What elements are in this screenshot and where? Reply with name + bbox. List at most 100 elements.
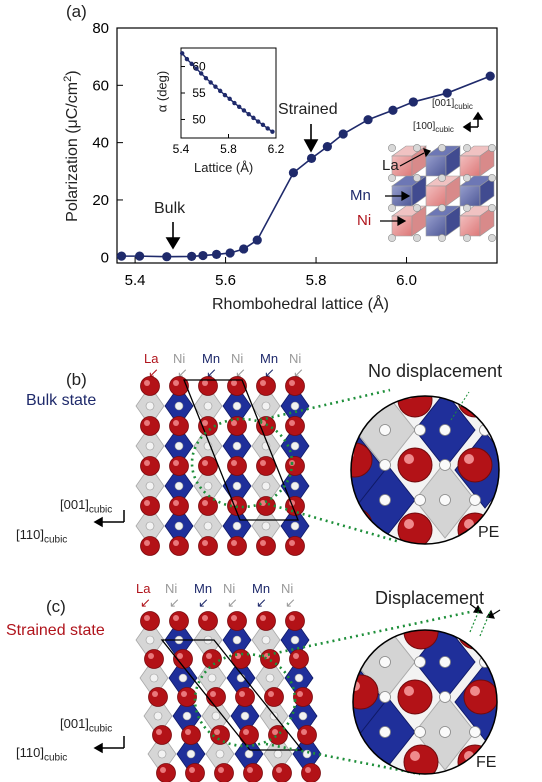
inset-data-point	[194, 66, 199, 71]
b-site-atom	[232, 401, 242, 411]
la-atom	[206, 687, 226, 707]
la-atom-highlight	[148, 653, 154, 659]
la-atom-highlight	[189, 767, 195, 773]
la-atom-highlight	[239, 691, 245, 697]
y-axis-label: Polarization (μC/cm2)	[62, 56, 82, 236]
la-atom-highlight	[260, 380, 266, 386]
la-atom	[256, 456, 276, 476]
la-atom-highlight	[289, 420, 295, 426]
cubic-axis-001-b: [001]cubic	[60, 497, 112, 516]
inset-data-point	[217, 88, 223, 94]
inset-data-point	[222, 92, 228, 98]
cube-atom	[388, 174, 396, 182]
zoom-oxygen-atom	[414, 494, 426, 506]
zoom-la-atom	[457, 447, 493, 483]
la-atom	[289, 649, 309, 669]
la-atom-highlight	[247, 767, 253, 773]
zoom-oxygen-atom	[439, 424, 451, 436]
atom-label: Ni	[165, 581, 178, 596]
cube-octahedron	[425, 215, 447, 237]
atom-pointer-arrow: ↙	[227, 595, 238, 610]
atom-pointer-arrow: ↙	[198, 595, 209, 610]
atom-pointer-arrow: ↙	[235, 365, 246, 380]
atom-label: La	[144, 351, 159, 366]
b-site-atom	[145, 441, 155, 451]
la-atom	[144, 649, 164, 669]
inset-data-point	[270, 129, 275, 134]
la-atom	[169, 611, 189, 631]
atom-label: Ni	[281, 581, 294, 596]
b-site-atom	[265, 673, 275, 683]
b-site-atom	[203, 401, 213, 411]
zoom-la-highlight	[410, 751, 420, 761]
la-atom	[301, 763, 321, 782]
unit-cell-outline-b	[183, 379, 299, 521]
cube-atom	[388, 204, 396, 212]
la-atom	[239, 725, 259, 745]
zoom-la-atom	[457, 744, 493, 774]
atom-pointer-arrow: ↙	[293, 365, 304, 380]
la-atom-highlight	[243, 729, 249, 735]
y-tick-label: 0	[101, 249, 109, 266]
strained-annotation: Strained	[278, 101, 338, 118]
cube-atom	[488, 144, 496, 152]
cube-atom	[463, 204, 471, 212]
data-point	[485, 71, 495, 81]
data-point	[252, 235, 262, 245]
la-atom	[293, 687, 313, 707]
b-site-atom	[145, 521, 155, 531]
inset-y-tick-label: 50	[192, 112, 206, 126]
la-atom-highlight	[202, 460, 208, 466]
la-atom	[256, 376, 276, 396]
la-atom	[156, 763, 176, 782]
cube-atom	[438, 234, 446, 242]
atom-label: Ni	[289, 351, 302, 366]
cubic-axis-110-c-main: [110]	[16, 745, 44, 760]
data-point	[338, 129, 348, 139]
zoom-la-highlight	[464, 396, 474, 399]
la-atom-highlight	[202, 420, 208, 426]
la-atom-highlight	[260, 615, 266, 621]
bulk-state-label: Bulk state	[26, 392, 97, 409]
inset-x-tick-label: 6.2	[268, 142, 285, 156]
atom-label: Mn	[194, 581, 213, 596]
bulk-arrow	[165, 222, 181, 250]
data-point	[198, 250, 208, 261]
b-site-atom	[174, 401, 184, 411]
la-atom	[177, 687, 197, 707]
zoom-la-atom	[397, 512, 433, 544]
la-atom-highlight	[210, 691, 216, 697]
data-point	[288, 168, 299, 178]
legend-la: La	[382, 157, 399, 174]
la-atom-highlight	[231, 540, 237, 546]
la-atom	[227, 456, 247, 476]
la-atom	[169, 536, 189, 556]
la-atom	[169, 496, 189, 516]
b-site-atom	[174, 441, 184, 451]
panel-b-label: (b)	[66, 370, 87, 389]
b-site-atom	[232, 441, 242, 451]
zoom-la-atom	[397, 447, 433, 483]
b-site-atom	[290, 401, 300, 411]
inset-y-label: α (deg)	[154, 70, 170, 113]
cubic-axis-001-c: [001]cubic	[60, 716, 112, 735]
cube-atom	[413, 174, 421, 182]
zoom-la-atom	[457, 396, 493, 418]
la-atom-highlight	[185, 729, 191, 735]
cubic-axis-001-a-sub: cubic	[454, 102, 473, 111]
cubic-axis-110-b-main: [110]	[16, 527, 44, 542]
zoom-la-highlight	[464, 519, 474, 529]
zoom-la-highlight	[404, 686, 414, 696]
zoom-la-highlight	[464, 630, 474, 631]
la-atom	[272, 763, 292, 782]
inset-data-point	[232, 100, 237, 106]
b-site-atom	[261, 481, 271, 491]
la-atom-highlight	[218, 767, 224, 773]
b-site-atom	[290, 635, 300, 645]
cubic-axis-110-b: [110]cubic	[16, 527, 67, 546]
b-site-atom	[211, 711, 221, 721]
cube-octahedron	[459, 155, 481, 177]
strained-arrow	[303, 124, 319, 153]
la-atom	[256, 536, 276, 556]
la-atom	[297, 725, 317, 745]
